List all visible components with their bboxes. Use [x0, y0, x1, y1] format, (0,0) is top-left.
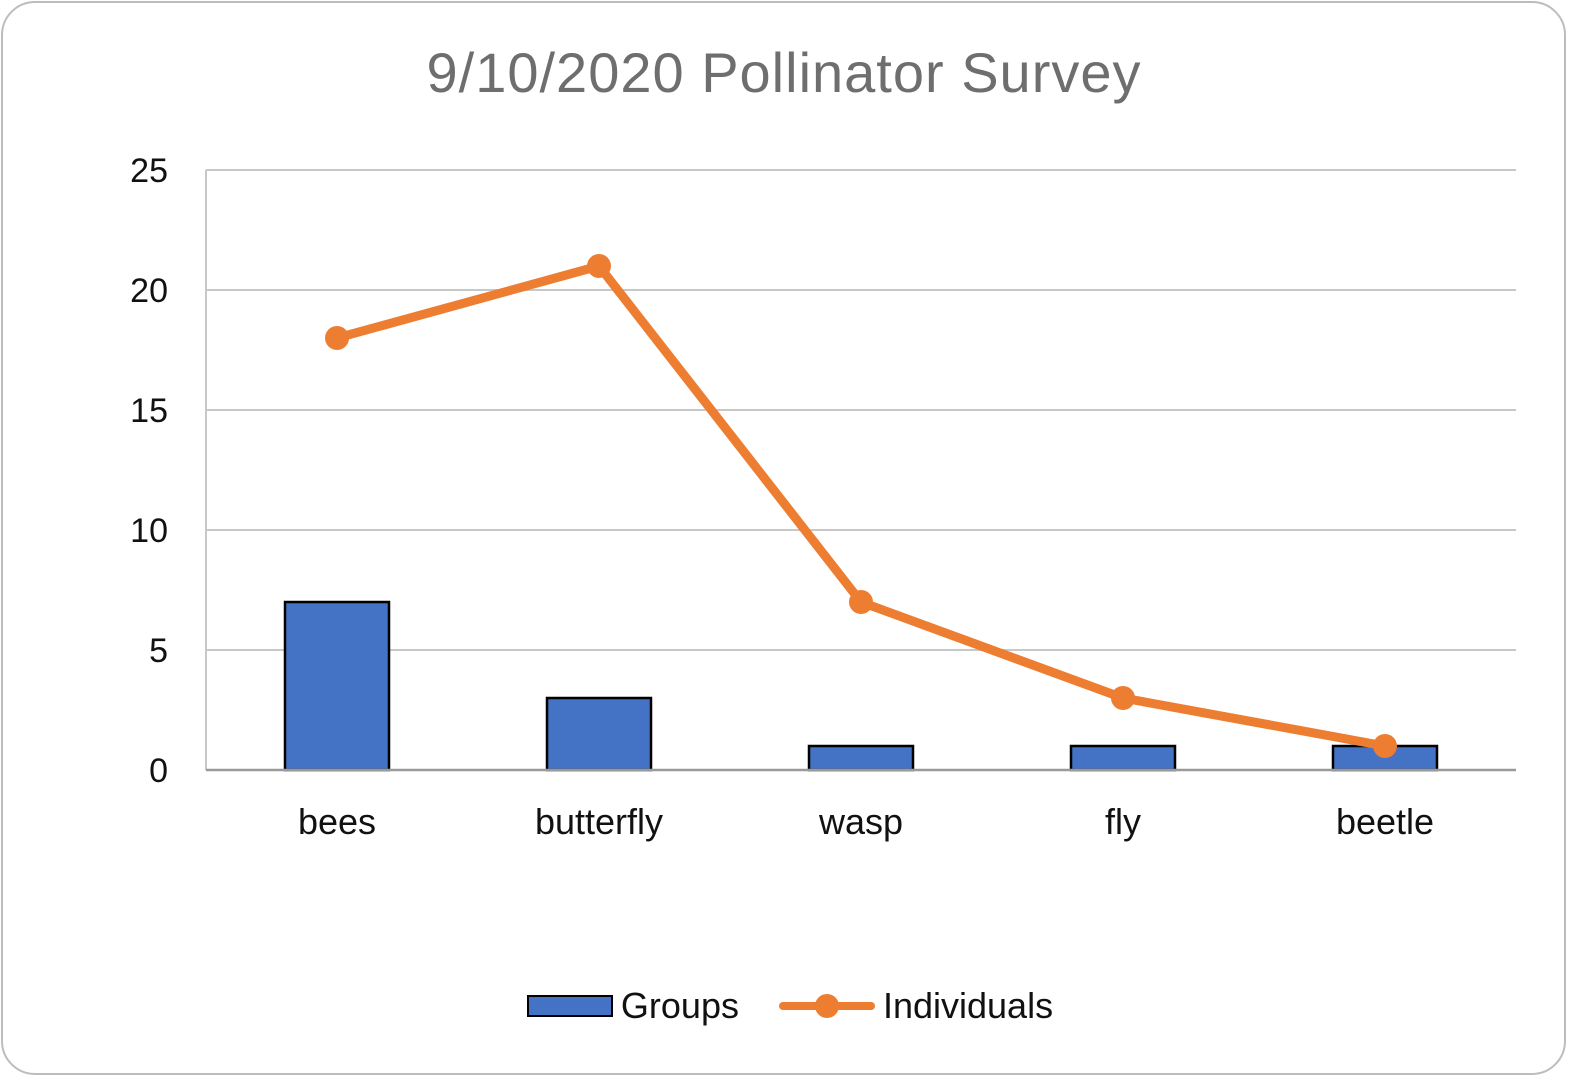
point-individuals-wasp	[849, 590, 873, 614]
x-tick-label: fly	[1105, 801, 1141, 842]
legend-swatch-groups	[526, 995, 613, 1017]
y-tick-label: 10	[130, 512, 168, 550]
y-tick-label: 5	[149, 632, 168, 670]
legend-item-individuals: Individuals	[778, 985, 1054, 1027]
legend-item-groups: Groups	[526, 985, 739, 1027]
bar-wasp	[807, 744, 915, 772]
point-individuals-beetle	[1373, 734, 1397, 758]
legend-swatch-individuals	[778, 994, 875, 1018]
y-tick-label: 25	[130, 152, 168, 190]
point-individuals-butterfly	[587, 254, 611, 278]
x-tick-label: wasp	[818, 801, 903, 842]
x-tick-label: butterfly	[535, 801, 663, 842]
x-tick-label: beetle	[1336, 801, 1434, 842]
series-line-individuals	[332, 261, 1390, 751]
y-tick-label: 0	[149, 752, 168, 790]
legend-label-groups: Groups	[620, 985, 739, 1026]
bar-butterfly	[545, 696, 653, 772]
chart-title: 9/10/2020 Pollinator Survey	[426, 41, 1142, 104]
point-individuals-fly	[1111, 686, 1135, 710]
bar-bees	[283, 600, 391, 772]
chart-legend: Groups Individuals	[0, 985, 1580, 1027]
y-tick-label: 20	[130, 272, 168, 310]
y-tick-label: 15	[130, 392, 168, 430]
point-individuals-bees	[325, 326, 349, 350]
bar-fly	[1069, 744, 1177, 772]
x-tick-label: bees	[298, 801, 376, 842]
legend-label-individuals: Individuals	[882, 985, 1054, 1026]
